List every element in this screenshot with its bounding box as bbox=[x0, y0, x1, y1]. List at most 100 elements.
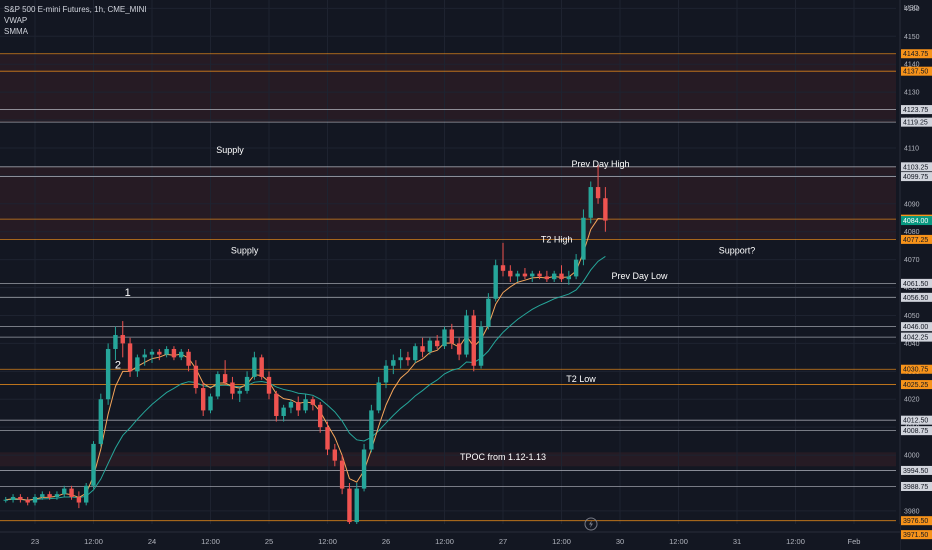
indicator-smma[interactable]: SMMA bbox=[4, 27, 28, 36]
candle-body[interactable] bbox=[186, 351, 191, 366]
level-tag[interactable]: 3988.75 bbox=[903, 484, 928, 491]
level-tag[interactable]: 4099.75 bbox=[903, 174, 928, 181]
candle-body[interactable] bbox=[581, 217, 586, 260]
level-tag[interactable]: 4025.25 bbox=[903, 382, 928, 389]
candle-body[interactable] bbox=[171, 348, 177, 358]
level-tag[interactable]: 4030.75 bbox=[903, 367, 928, 374]
level-tag[interactable]: 4077.25 bbox=[903, 237, 928, 244]
candle-body[interactable] bbox=[515, 273, 520, 277]
candle-body[interactable] bbox=[69, 488, 74, 497]
level-tag[interactable]: 4061.50 bbox=[903, 281, 928, 288]
candle-body[interactable] bbox=[10, 496, 16, 500]
candle-body[interactable] bbox=[18, 496, 23, 500]
candle-body[interactable] bbox=[420, 346, 425, 352]
candle-body[interactable] bbox=[76, 496, 82, 503]
candle-body[interactable] bbox=[215, 374, 221, 397]
candle-body[interactable] bbox=[91, 443, 96, 486]
candle-body[interactable] bbox=[588, 187, 593, 218]
candle-body[interactable] bbox=[325, 427, 330, 450]
candle-body[interactable] bbox=[413, 346, 418, 361]
candle-body[interactable] bbox=[135, 357, 140, 372]
candle-body[interactable] bbox=[105, 348, 111, 400]
candle-body[interactable] bbox=[347, 488, 352, 523]
candle-body[interactable] bbox=[259, 357, 264, 377]
price-axis[interactable]: USD3980400040104020403040404050406040704… bbox=[899, 0, 932, 550]
candle-body[interactable] bbox=[486, 298, 491, 327]
candle-body[interactable] bbox=[332, 449, 338, 461]
lightning-bolt-icon[interactable] bbox=[584, 517, 598, 531]
candle-body[interactable] bbox=[83, 485, 89, 503]
candle-body[interactable] bbox=[456, 343, 462, 355]
candle-body[interactable] bbox=[573, 259, 579, 277]
candle-body[interactable] bbox=[369, 410, 374, 450]
candle-body[interactable] bbox=[508, 270, 513, 277]
candle-body[interactable] bbox=[530, 273, 535, 277]
candle-body[interactable] bbox=[427, 340, 433, 352]
candle-body[interactable] bbox=[200, 388, 206, 411]
candle-body[interactable] bbox=[3, 499, 8, 501]
candle-body[interactable] bbox=[405, 357, 411, 361]
indicator-vwap[interactable]: VWAP bbox=[4, 16, 28, 25]
candle-body[interactable] bbox=[244, 376, 250, 391]
candle-body[interactable] bbox=[354, 488, 359, 523]
candle-body[interactable] bbox=[113, 335, 118, 349]
candle-body[interactable] bbox=[222, 374, 228, 383]
level-tag[interactable]: 3994.50 bbox=[903, 468, 928, 475]
level-tag[interactable]: 4042.25 bbox=[903, 335, 928, 342]
candle-body[interactable] bbox=[317, 404, 323, 428]
candle-body[interactable] bbox=[252, 357, 257, 377]
candle-body[interactable] bbox=[500, 265, 506, 271]
candle-body[interactable] bbox=[32, 496, 38, 503]
candle-body[interactable] bbox=[537, 273, 542, 277]
level-tag[interactable]: 4046.00 bbox=[903, 324, 928, 331]
level-tag[interactable]: 4012.50 bbox=[903, 418, 928, 425]
candle-body[interactable] bbox=[603, 198, 608, 221]
candle-body[interactable] bbox=[449, 329, 455, 344]
candle-body[interactable] bbox=[179, 351, 184, 358]
candle-body[interactable] bbox=[383, 365, 389, 383]
candle-body[interactable] bbox=[391, 360, 396, 366]
candle-body[interactable] bbox=[464, 315, 469, 355]
candle-body[interactable] bbox=[296, 402, 301, 411]
candle-body[interactable] bbox=[127, 343, 133, 372]
candle-body[interactable] bbox=[149, 351, 155, 355]
candle-body[interactable] bbox=[98, 399, 104, 444]
candle-body[interactable] bbox=[40, 494, 45, 497]
symbol-title[interactable]: S&P 500 E-mini Futures, 1h, CME_MINI bbox=[4, 5, 147, 14]
level-tag[interactable]: 3976.50 bbox=[903, 518, 928, 525]
candle-body[interactable] bbox=[25, 499, 30, 503]
candle-body[interactable] bbox=[208, 396, 213, 411]
candle-body[interactable] bbox=[310, 399, 316, 405]
candle-body[interactable] bbox=[164, 348, 169, 355]
candle-body[interactable] bbox=[303, 399, 308, 411]
level-tag[interactable]: 4103.25 bbox=[903, 164, 928, 171]
candles-layer[interactable] bbox=[3, 164, 608, 534]
candle-body[interactable] bbox=[434, 340, 440, 347]
candle-body[interactable] bbox=[120, 335, 125, 344]
candle-body[interactable] bbox=[559, 273, 564, 280]
candle-body[interactable] bbox=[193, 365, 199, 389]
candle-body[interactable] bbox=[230, 382, 235, 394]
candle-body[interactable] bbox=[522, 273, 528, 277]
candle-body[interactable] bbox=[376, 382, 381, 411]
candle-body[interactable] bbox=[442, 329, 447, 347]
candle-body[interactable] bbox=[544, 276, 550, 280]
last-price-tag[interactable]: 4084.00 bbox=[903, 218, 928, 225]
candle-body[interactable] bbox=[478, 326, 484, 366]
candle-body[interactable] bbox=[47, 494, 52, 497]
candle-body[interactable] bbox=[566, 276, 572, 280]
level-tag[interactable]: 4123.75 bbox=[903, 107, 928, 114]
level-tag[interactable]: 4119.25 bbox=[903, 120, 928, 127]
level-tag[interactable]: 3971.50 bbox=[903, 532, 928, 539]
candle-body[interactable] bbox=[142, 354, 147, 358]
candle-body[interactable] bbox=[288, 402, 294, 408]
candle-body[interactable] bbox=[281, 407, 286, 416]
candle-body[interactable] bbox=[274, 393, 279, 416]
candle-body[interactable] bbox=[398, 357, 403, 361]
candle-body[interactable] bbox=[471, 315, 476, 366]
candle-body[interactable] bbox=[54, 494, 60, 497]
level-tag[interactable]: 4056.50 bbox=[903, 295, 928, 302]
candle-body[interactable] bbox=[266, 376, 272, 394]
candle-body[interactable] bbox=[595, 187, 601, 199]
